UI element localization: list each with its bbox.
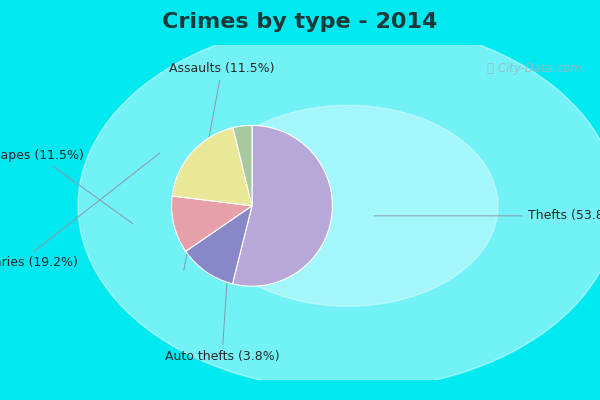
Text: Assaults (11.5%): Assaults (11.5%): [169, 62, 275, 270]
Ellipse shape: [198, 105, 498, 306]
Wedge shape: [172, 128, 252, 206]
Text: Thefts (53.8%): Thefts (53.8%): [374, 209, 600, 222]
Wedge shape: [233, 125, 252, 206]
Text: Rapes (11.5%): Rapes (11.5%): [0, 149, 133, 224]
Ellipse shape: [78, 22, 600, 390]
Text: Burglaries (19.2%): Burglaries (19.2%): [0, 153, 160, 269]
Text: Auto thefts (3.8%): Auto thefts (3.8%): [164, 127, 280, 363]
Text: ⓘ City-Data.com: ⓘ City-Data.com: [487, 62, 582, 75]
Wedge shape: [185, 206, 252, 284]
Text: Crimes by type - 2014: Crimes by type - 2014: [163, 12, 437, 32]
Wedge shape: [172, 196, 252, 251]
Wedge shape: [232, 125, 332, 286]
